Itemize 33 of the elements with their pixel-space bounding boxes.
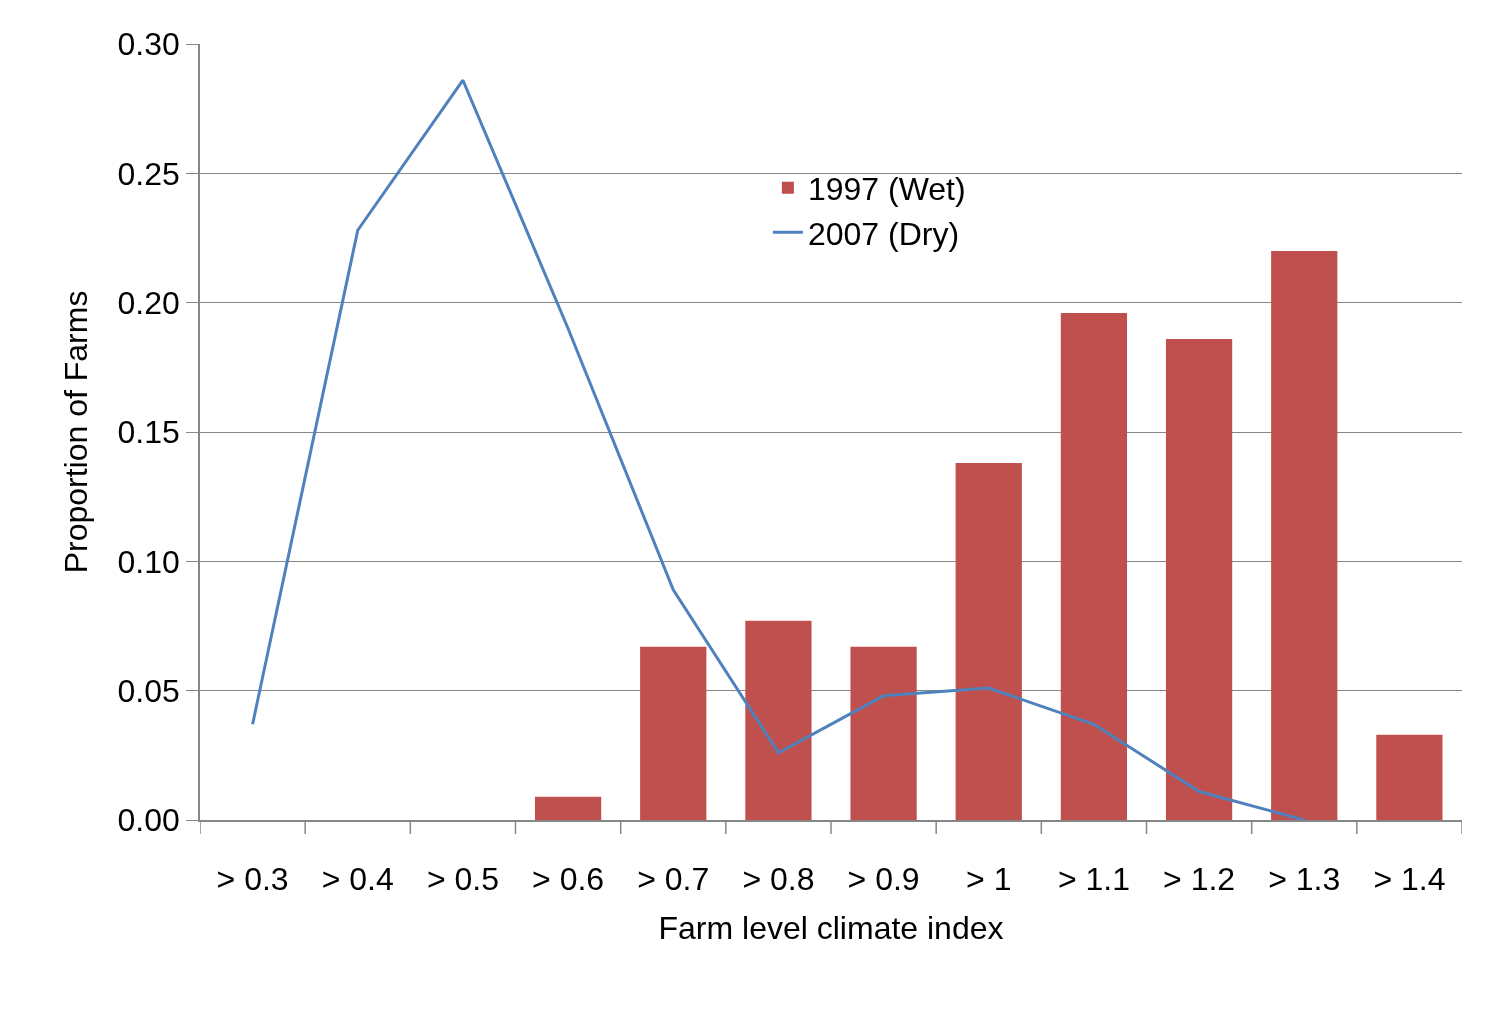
bar: [1060, 313, 1128, 820]
y-tick-label: 0.10: [117, 543, 180, 580]
x-tick-label: > 1.2: [1163, 861, 1236, 898]
x-tick-label: > 1.1: [1057, 861, 1130, 898]
bar: [534, 796, 602, 820]
y-tick-label: 0.25: [117, 155, 180, 192]
y-tick-label: 0.20: [117, 284, 180, 321]
bar: [1271, 250, 1338, 820]
y-tick-label: 0.15: [117, 414, 180, 451]
line-series: [251, 78, 1306, 820]
bar: [850, 646, 917, 820]
y-axis-title: Proportion of Farms: [58, 290, 95, 574]
x-tick-label: > 0.8: [742, 861, 815, 898]
y-tick-label: 0.00: [117, 802, 180, 839]
y-tick-label: 0.30: [117, 26, 180, 63]
x-tick-label: > 0.4: [321, 861, 394, 898]
x-tick-label: > 0.6: [532, 861, 605, 898]
bar: [745, 620, 812, 820]
x-tick-label: > 1.4: [1373, 861, 1446, 898]
x-tick-label: > 0.5: [426, 861, 499, 898]
x-axis-title: Farm level climate index: [658, 909, 1004, 946]
x-tick-label: > 0.7: [637, 861, 710, 898]
bar: [1165, 338, 1233, 820]
bar: [1376, 734, 1443, 820]
x-tick-label: > 1.3: [1268, 861, 1341, 898]
legend-label: 2007 (Dry): [807, 215, 960, 252]
bar: [640, 646, 707, 820]
bar: [955, 463, 1022, 820]
x-tick-label: > 0.3: [216, 861, 289, 898]
x-tick-label: > 0.9: [847, 861, 920, 898]
legend-label: 1997 (Wet): [807, 171, 966, 208]
y-tick-label: 0.05: [117, 672, 180, 709]
x-tick-label: > 1: [966, 861, 1012, 898]
